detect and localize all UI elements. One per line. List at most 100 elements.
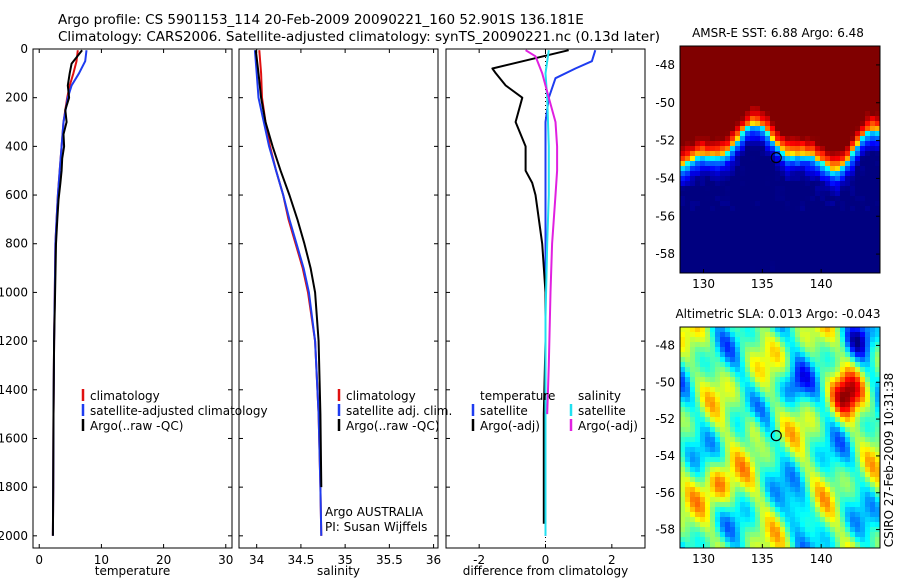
heatmap-cell: [730, 76, 735, 81]
heatmap-cell: [820, 96, 825, 101]
heatmap-cell: [720, 161, 725, 166]
heatmap-cell: [805, 271, 810, 273]
heatmap-cell: [785, 462, 790, 467]
heatmap-cell: [760, 422, 765, 427]
heatmap-cell: [775, 337, 780, 342]
heatmap-cell: [745, 106, 750, 111]
heatmap-cell: [735, 271, 740, 273]
heatmap-cell: [870, 327, 875, 332]
heatmap-cell: [710, 151, 715, 156]
heatmap-cell: [735, 332, 740, 337]
heatmap-cell: [735, 467, 740, 472]
heatmap-cell: [695, 397, 700, 402]
heatmap-cell: [850, 392, 855, 397]
heatmap-cell: [780, 392, 785, 397]
heatmap-cell: [680, 91, 685, 96]
y-tick-label: 1400: [0, 383, 28, 397]
heatmap-cell: [830, 372, 835, 377]
heatmap-cell: [835, 467, 840, 472]
heatmap-cell: [795, 101, 800, 106]
heatmap-cell: [810, 482, 815, 487]
heatmap-cell: [680, 512, 685, 517]
heatmap-cell: [860, 211, 865, 216]
heatmap-cell: [770, 452, 775, 457]
heatmap-cell: [805, 522, 810, 527]
heatmap-cell: [685, 166, 690, 171]
heatmap-cell: [735, 186, 740, 191]
heatmap-cell: [835, 176, 840, 181]
heatmap-cell: [775, 457, 780, 462]
heatmap-cell: [835, 457, 840, 462]
heatmap-cell: [695, 392, 700, 397]
heatmap-cell: [795, 66, 800, 71]
heatmap-cell: [720, 191, 725, 196]
heatmap-cell: [840, 392, 845, 397]
heatmap-cell: [875, 362, 880, 367]
heatmap-cell: [740, 81, 745, 86]
heatmap-cell: [790, 402, 795, 407]
heatmap-cell: [775, 266, 780, 271]
heatmap-cell: [835, 81, 840, 86]
heatmap-cell: [830, 91, 835, 96]
heatmap-cell: [835, 71, 840, 76]
heatmap-cell: [765, 432, 770, 437]
heatmap-cell: [775, 327, 780, 332]
heatmap-cell: [765, 397, 770, 402]
heatmap-cell: [740, 171, 745, 176]
heatmap-cell: [730, 442, 735, 447]
heatmap-cell: [750, 51, 755, 56]
heatmap-cell: [730, 452, 735, 457]
heatmap-cell: [810, 46, 815, 51]
heatmap-cell: [710, 51, 715, 56]
heatmap-cell: [705, 482, 710, 487]
heatmap-cell: [720, 392, 725, 397]
heatmap-cell: [695, 487, 700, 492]
heatmap-cell: [745, 367, 750, 372]
heatmap-cell: [735, 171, 740, 176]
heatmap-cell: [800, 151, 805, 156]
heatmap-cell: [695, 512, 700, 517]
heatmap-cell: [805, 367, 810, 372]
heatmap-cell: [810, 81, 815, 86]
heatmap-cell: [760, 507, 765, 512]
heatmap-cell: [775, 86, 780, 91]
heatmap-cell: [830, 407, 835, 412]
heatmap-cell: [825, 457, 830, 462]
heatmap-cell: [745, 46, 750, 51]
heatmap-cell: [815, 251, 820, 256]
heatmap-cell: [705, 81, 710, 86]
heatmap-cell: [830, 377, 835, 382]
heatmap-cell: [750, 221, 755, 226]
heatmap-cell: [840, 226, 845, 231]
heatmap-cell: [865, 266, 870, 271]
heatmap-cell: [775, 437, 780, 442]
heatmap-cell: [865, 51, 870, 56]
heatmap-cell: [835, 116, 840, 121]
heatmap-cell: [800, 206, 805, 211]
heatmap-cell: [780, 332, 785, 337]
heatmap-cell: [705, 241, 710, 246]
heatmap-cell: [790, 507, 795, 512]
heatmap-cell: [710, 46, 715, 51]
heatmap-cell: [700, 347, 705, 352]
heatmap-cell: [780, 76, 785, 81]
heatmap-cell: [745, 432, 750, 437]
heatmap-cell: [725, 422, 730, 427]
heatmap-cell: [845, 362, 850, 367]
heatmap-cell: [760, 131, 765, 136]
heatmap-cell: [710, 507, 715, 512]
heatmap-cell: [740, 271, 745, 273]
heatmap-cell: [680, 211, 685, 216]
heatmap-cell: [875, 352, 880, 357]
heatmap-cell: [735, 261, 740, 266]
heatmap-cell: [790, 367, 795, 372]
heatmap-cell: [695, 46, 700, 51]
heatmap-cell: [835, 337, 840, 342]
heatmap-cell: [690, 181, 695, 186]
heatmap-cell: [705, 56, 710, 61]
heatmap-cell: [730, 457, 735, 462]
heatmap-cell: [730, 96, 735, 101]
heatmap-cell: [860, 61, 865, 66]
heatmap-cell: [760, 141, 765, 146]
heatmap-cell: [795, 332, 800, 337]
